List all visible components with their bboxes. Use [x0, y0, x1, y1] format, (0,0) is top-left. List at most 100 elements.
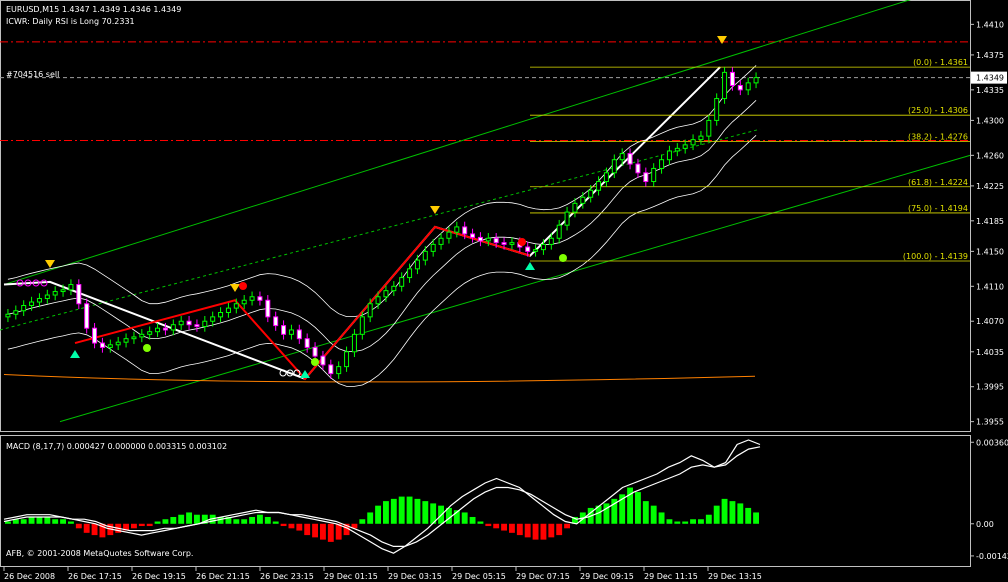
arrow-down-marker — [430, 206, 440, 214]
candle-body — [659, 159, 665, 169]
macd-histogram-bar — [217, 516, 224, 524]
macd-histogram-bar — [146, 523, 153, 527]
macd-histogram-bar — [28, 516, 35, 524]
candle-body — [414, 259, 420, 270]
candle-body — [493, 237, 499, 244]
macd-histogram-bar — [52, 519, 59, 524]
macd-histogram-bar — [745, 507, 752, 524]
macd-histogram-bar — [123, 523, 129, 531]
macd-histogram-bar — [83, 523, 90, 533]
time-tick-label: 29 Dec 13:15 — [708, 572, 762, 581]
candle-body — [383, 290, 389, 298]
candle-body — [155, 327, 161, 333]
candle-body — [714, 98, 720, 121]
macd-histogram-bar — [375, 505, 381, 524]
macd-histogram-bar — [705, 514, 712, 524]
candle-body — [13, 310, 19, 315]
magenta-dot-marker — [24, 279, 32, 287]
candle-body — [351, 333, 357, 353]
candle-body — [753, 77, 759, 84]
candle-body — [438, 237, 444, 245]
macd-histogram-bar — [698, 519, 704, 524]
white-dot-marker — [279, 369, 287, 377]
macd-histogram-bar — [753, 512, 759, 524]
candle-body — [296, 329, 302, 340]
candle-body — [44, 294, 50, 300]
arrow-down-marker — [717, 36, 727, 44]
macd-histogram-bar — [233, 519, 240, 524]
macd-histogram-bar — [430, 503, 437, 524]
candle-body — [92, 327, 98, 344]
macd-histogram-bar — [194, 514, 200, 524]
time-tick-label: 26 Dec 23:15 — [260, 572, 314, 581]
symbol-ohlc-label: EURUSD,M15 1.4347 1.4349 1.4346 1.4349 — [6, 5, 181, 14]
macd-histogram-bar — [241, 519, 248, 524]
copyright-label: AFB, © 2001-2008 MetaQuotes Software Cor… — [6, 549, 193, 558]
macd-histogram-bar — [619, 494, 626, 524]
candle-body — [501, 242, 507, 245]
macd-histogram-bar — [383, 501, 389, 524]
macd-histogram-bar — [91, 523, 98, 536]
macd-histogram-bar — [642, 501, 649, 524]
time-tick-label: 29 Dec 03:15 — [388, 572, 442, 581]
macd-histogram-bar — [713, 505, 720, 524]
macd-histogram-bar — [595, 505, 602, 524]
candle-body — [745, 82, 751, 91]
magenta-dot-marker — [32, 279, 40, 287]
macd-histogram-bar — [564, 523, 570, 529]
candle-body — [210, 316, 216, 322]
macd-histogram-bar — [390, 498, 397, 524]
macd-histogram-bar — [548, 523, 555, 538]
candle-body — [170, 324, 176, 331]
macd-indicator: 0.00360 0.00 -0.00142 — [3, 438, 1008, 561]
candle-body — [21, 305, 27, 312]
price-tick-label: 1.4300 — [976, 116, 1004, 125]
fib-level-label: (38.2) - 1.4276 — [908, 132, 968, 141]
macd-histogram-bar — [312, 523, 318, 538]
macd-histogram-bar — [509, 523, 515, 533]
red-dot-marker — [239, 282, 247, 290]
macd-histogram-bar — [737, 503, 744, 524]
candle-body — [194, 324, 200, 327]
candle-body — [572, 202, 578, 213]
zigzag-red — [74, 225, 531, 381]
price-tick-label: 1.4070 — [976, 317, 1004, 326]
time-tick-label: 26 Dec 17:15 — [68, 572, 122, 581]
macd-histogram-bar — [351, 523, 358, 529]
macd-histogram-bar — [635, 492, 641, 524]
macd-histogram-bar — [461, 512, 468, 524]
macd-histogram-bar — [343, 523, 350, 536]
time-tick-label: 29 Dec 11:15 — [644, 572, 698, 581]
candle-body — [68, 284, 74, 291]
candle-body — [123, 338, 129, 343]
time-tick-label: 26 Dec 19:15 — [132, 572, 186, 581]
candle-body — [115, 341, 121, 346]
macd-histogram-bar — [162, 519, 169, 524]
green-dot-marker — [143, 344, 151, 352]
macd-histogram-bar — [422, 501, 429, 524]
price-tick-label: 1.4035 — [976, 348, 1004, 357]
macd-line — [3, 439, 761, 554]
macd-histogram-bar — [5, 521, 11, 524]
macd-histogram-bar — [272, 521, 279, 524]
time-tick-label: 29 Dec 01:15 — [324, 572, 378, 581]
candle-body — [320, 355, 326, 366]
price-tick-label: 1.4150 — [976, 247, 1004, 256]
candle-body — [359, 316, 365, 335]
macd-histogram-bar — [44, 516, 51, 524]
fib-level-label: (25.0) - 1.4306 — [908, 106, 968, 115]
macd-histogram-bar — [446, 507, 452, 524]
macd-histogram-bar — [682, 521, 689, 524]
macd-histogram-bar — [532, 523, 539, 540]
macd-histogram-bar — [178, 514, 185, 524]
candle-body — [722, 71, 728, 100]
orange-moving-average — [3, 373, 756, 383]
macd-histogram-bar — [359, 519, 366, 524]
candle-body — [336, 366, 342, 375]
macd-histogram-bar — [469, 516, 476, 524]
signal-markers — [16, 36, 727, 378]
candle-body — [139, 333, 145, 338]
candle-body — [84, 303, 90, 329]
macd-histogram-bar — [131, 523, 137, 529]
